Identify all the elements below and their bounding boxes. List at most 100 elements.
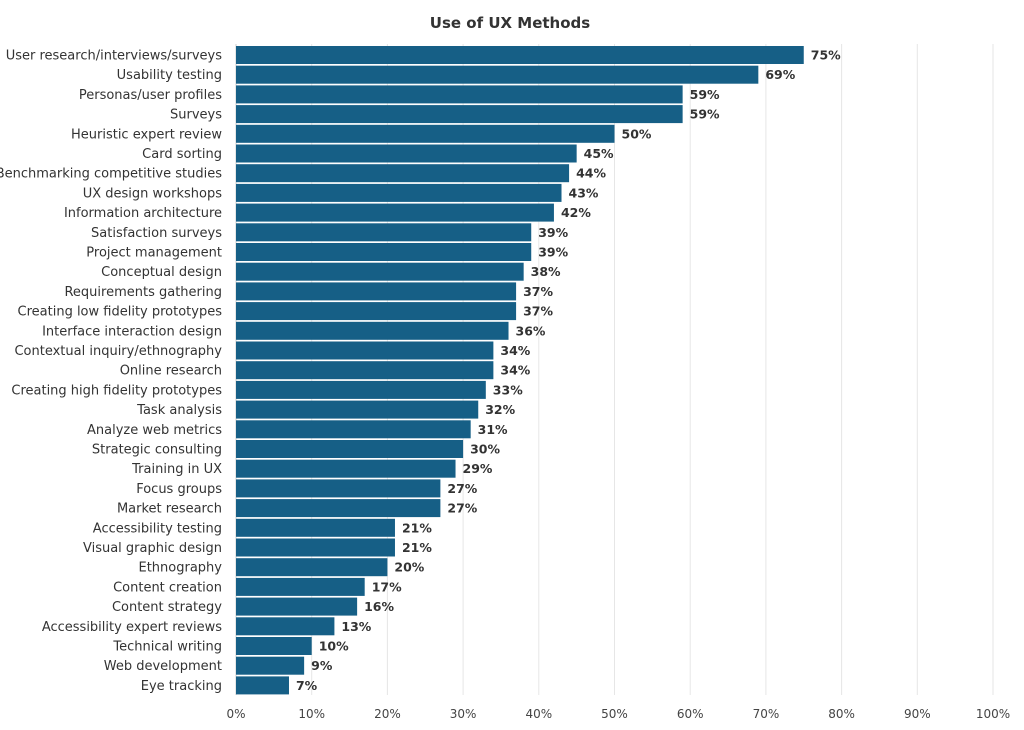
x-tick-label: 90%	[904, 707, 931, 721]
category-label: Online research	[120, 364, 222, 379]
bar	[236, 518, 395, 537]
category-label: Focus groups	[136, 482, 222, 497]
category-label: Content strategy	[112, 600, 222, 615]
value-label: 44%	[576, 166, 606, 181]
bar	[236, 262, 524, 281]
value-labels: 75% 69% 59% 59% 50% 45% 44% 43% 42% 39% 39% 38% 37% 3…	[296, 48, 841, 693]
value-label: 9%	[311, 658, 333, 673]
value-label: 42%	[561, 205, 591, 220]
value-label: 27%	[447, 481, 477, 496]
value-label: 29%	[463, 461, 493, 476]
bar	[236, 400, 479, 419]
bar	[236, 85, 683, 104]
category-label: User research/interviews/surveys	[6, 49, 223, 64]
chart-title: Use of UX Methods	[430, 14, 591, 32]
value-label: 75%	[811, 48, 841, 63]
bar	[236, 105, 683, 124]
bar	[236, 223, 532, 242]
value-label: 59%	[690, 107, 720, 122]
x-tick-label: 50%	[601, 707, 628, 721]
category-label: Interface interaction design	[42, 324, 222, 339]
value-label: 50%	[622, 126, 652, 141]
value-label: 37%	[523, 304, 553, 319]
bar	[236, 499, 441, 518]
x-tick-label: 60%	[677, 707, 704, 721]
category-label: Surveys	[170, 108, 222, 123]
value-label: 21%	[402, 540, 432, 555]
category-label: Task analysis	[136, 403, 222, 418]
value-label: 20%	[394, 560, 424, 575]
category-label: Requirements gathering	[64, 285, 222, 300]
category-label: Accessibility testing	[93, 521, 222, 536]
value-label: 17%	[372, 579, 402, 594]
category-label: Accessibility expert reviews	[42, 620, 222, 635]
category-label: Card sorting	[142, 147, 222, 162]
value-label: 34%	[500, 343, 530, 358]
bar	[236, 341, 494, 360]
bar	[236, 243, 532, 261]
x-tick-label: 10%	[298, 707, 325, 721]
bar	[236, 637, 312, 655]
category-label: Analyze web metrics	[87, 423, 222, 438]
value-label: 30%	[470, 442, 500, 457]
bar	[236, 577, 365, 596]
value-label: 33%	[493, 382, 523, 397]
value-label: 34%	[500, 363, 530, 378]
bar	[236, 302, 517, 321]
bar	[236, 420, 471, 439]
value-label: 37%	[523, 284, 553, 299]
category-label: Creating low fidelity prototypes	[18, 305, 223, 320]
category-label: Personas/user profiles	[79, 88, 222, 103]
category-label: Usability testing	[117, 68, 222, 83]
x-tick-label: 70%	[753, 707, 780, 721]
bar	[236, 656, 305, 675]
bar	[236, 440, 464, 458]
bar	[236, 380, 486, 399]
value-label: 39%	[538, 245, 568, 260]
bar	[236, 124, 615, 143]
value-label: 45%	[584, 146, 614, 161]
x-tick-label: 30%	[450, 707, 477, 721]
category-label: Contextual inquiry/ethnography	[14, 344, 222, 359]
bar	[236, 282, 517, 301]
bar	[236, 144, 577, 163]
bar	[236, 597, 358, 616]
value-label: 21%	[402, 520, 432, 535]
category-labels: User research/interviews/surveys Usabilit…	[0, 49, 222, 694]
category-label: Training in UX	[131, 462, 222, 477]
category-label: Heuristic expert review	[71, 127, 222, 142]
value-label: 13%	[341, 619, 371, 634]
category-label: Eye tracking	[141, 679, 222, 694]
category-label: Ethnography	[139, 561, 223, 576]
x-axis-ticks: 0% 10% 20% 30% 40% 50% 60% 70% 80% 90% 100%	[226, 707, 1010, 721]
bar	[236, 203, 554, 222]
category-label: Web development	[104, 659, 222, 674]
bar	[236, 558, 388, 577]
x-tick-label: 40%	[525, 707, 552, 721]
x-tick-label: 20%	[374, 707, 401, 721]
bars	[236, 46, 804, 695]
value-label: 59%	[690, 87, 720, 102]
value-label: 16%	[364, 599, 394, 614]
value-label: 32%	[485, 402, 515, 417]
bar	[236, 321, 509, 340]
category-label: Information architecture	[64, 206, 222, 221]
value-label: 36%	[516, 323, 546, 338]
category-label: Satisfaction surveys	[91, 226, 222, 241]
x-tick-label: 100%	[976, 707, 1010, 721]
bar	[236, 46, 804, 64]
bar	[236, 65, 759, 84]
x-tick-label: 80%	[828, 707, 855, 721]
value-label: 38%	[531, 264, 561, 279]
category-label: Creating high fidelity prototypes	[11, 383, 222, 398]
category-label: Visual graphic design	[83, 541, 222, 556]
bar	[236, 459, 456, 478]
category-label: Project management	[86, 246, 222, 261]
bar	[236, 538, 395, 557]
category-label: Market research	[117, 502, 222, 517]
bar	[236, 183, 562, 202]
value-label: 43%	[569, 185, 599, 200]
bar	[236, 479, 441, 498]
category-label: UX design workshops	[83, 186, 222, 201]
